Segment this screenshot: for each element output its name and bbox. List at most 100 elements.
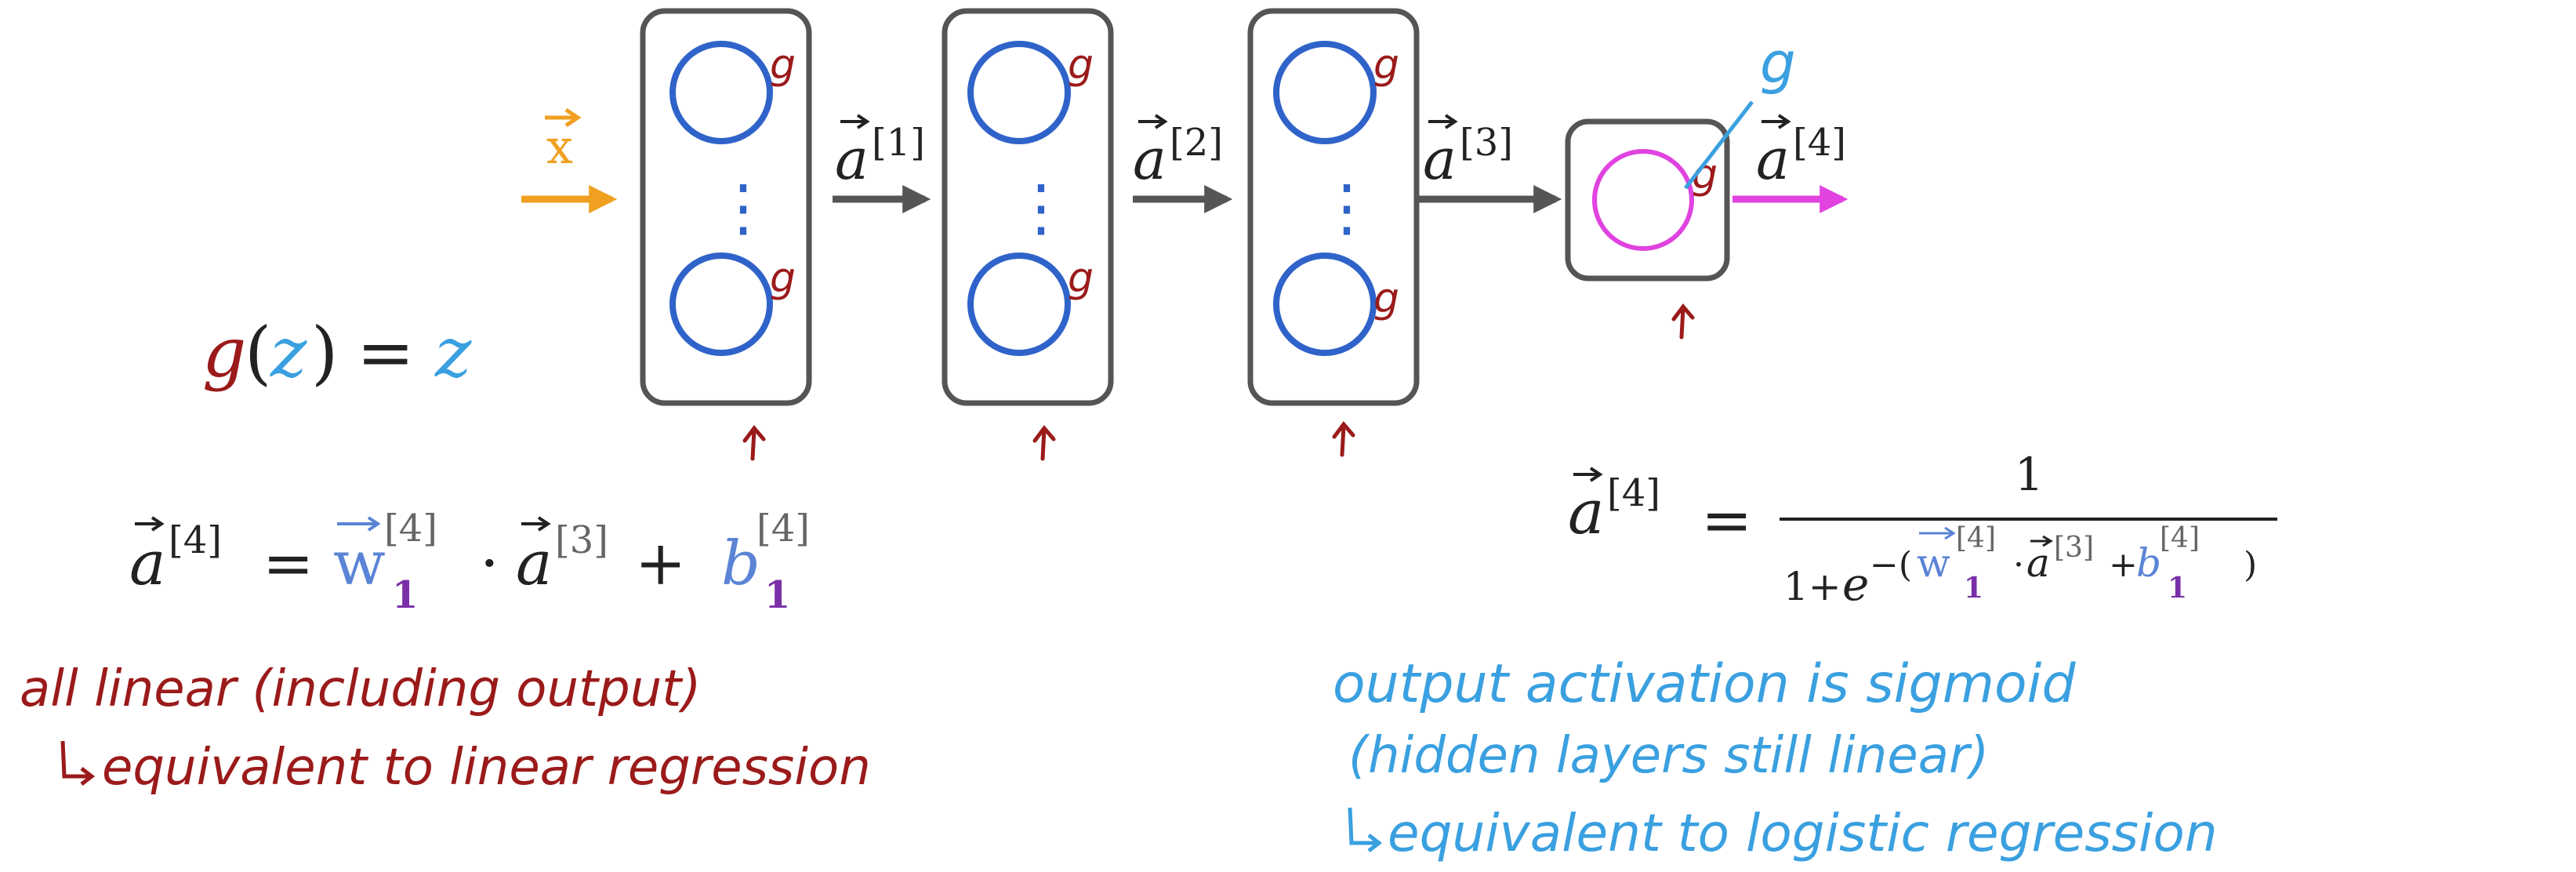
input-x: x xyxy=(545,107,582,175)
label-a2: a [2] xyxy=(1133,114,1223,192)
equals: = xyxy=(357,312,415,393)
sigmoid-output-equation: a [4] = 1 1+ e −( w [4] 1 · a [3] + b [4… xyxy=(1568,448,2277,611)
fn-g: g xyxy=(202,312,246,393)
activation-g-bottom: g xyxy=(1373,275,1399,322)
linear-output-equation: a [4] = w [4] 1 · a [3] + b [4] 1 xyxy=(129,507,810,617)
ellipsis: ⋮ xyxy=(1315,171,1378,244)
exp-open: −( xyxy=(1870,545,1912,585)
hidden-layer-2: ⋮ g g xyxy=(942,8,1114,406)
annotation-line xyxy=(1684,100,1754,190)
ellipsis: ⋮ xyxy=(712,171,775,244)
layer-box xyxy=(1247,8,1420,406)
hidden-layer-3: ⋮ g g xyxy=(1247,8,1420,406)
rhs-z: z xyxy=(434,312,472,393)
a4-superscript: [4] xyxy=(1793,121,1846,165)
activation-g-bottom: g xyxy=(1068,255,1094,302)
b-sup: [4] xyxy=(2160,522,2200,554)
a1-letter: a xyxy=(835,126,869,192)
note-equivalent-linear: equivalent to linear regression xyxy=(102,739,871,797)
w-sup: [4] xyxy=(384,507,437,550)
vector-arrow-over-x xyxy=(545,107,582,128)
exp-close: ) xyxy=(2244,545,2257,585)
neuron-top xyxy=(967,41,1071,144)
hook-arrow xyxy=(1348,807,1383,852)
b-sub: 1 xyxy=(2168,572,2187,605)
activation-definition: g ( z ) = z xyxy=(202,312,472,393)
vector-arrow-over-a2 xyxy=(1138,114,1168,129)
paren-open: ( xyxy=(245,312,271,393)
label-a1: a [1] xyxy=(835,114,925,192)
a3-superscript: [3] xyxy=(1460,121,1513,165)
vector-arrow-a3 xyxy=(2030,535,2053,547)
a2-superscript: [2] xyxy=(1170,121,1223,165)
vector-arrow-w xyxy=(1919,526,1956,540)
vector-arrow-over-a3 xyxy=(1428,114,1458,129)
a4-letter: a xyxy=(1756,126,1790,192)
marker-layer-1 xyxy=(742,425,766,461)
hook-arrow xyxy=(60,740,96,786)
a: a xyxy=(516,529,553,599)
notes-right: output activation is sigmoid (hidden lay… xyxy=(1333,653,2218,863)
den-prefix: 1+ xyxy=(1783,564,1841,609)
dot: · xyxy=(480,529,499,599)
marker-layer-3 xyxy=(1332,421,1355,457)
vector-arrow-a3 xyxy=(521,516,551,532)
layer-box xyxy=(640,8,812,406)
numerator: 1 xyxy=(2015,448,2044,501)
neuron-top xyxy=(669,41,773,144)
w-sub: 1 xyxy=(392,573,418,617)
label-a3: a [3] xyxy=(1423,114,1513,192)
w-sup: [4] xyxy=(1956,522,1996,554)
w: w xyxy=(1917,540,1950,586)
note-equivalent-logistic: equivalent to logistic regression xyxy=(1388,803,2218,863)
w: w xyxy=(333,529,386,599)
a-sup: [3] xyxy=(2054,532,2094,564)
b: b xyxy=(721,529,760,599)
output-neuron xyxy=(1592,149,1694,251)
layer-markers xyxy=(742,303,1695,461)
marker-layer-2 xyxy=(1032,425,1056,461)
output-layer: g g xyxy=(1565,30,1796,282)
a2-letter: a xyxy=(1133,126,1166,192)
b-sup: [4] xyxy=(756,507,810,550)
b: b xyxy=(2136,540,2161,586)
plus: + xyxy=(2109,545,2138,585)
label-a4: a [4] xyxy=(1756,114,1846,192)
neuron-bottom xyxy=(967,253,1071,356)
note-output-sigmoid: output activation is sigmoid xyxy=(1333,653,2076,715)
equals: = xyxy=(263,529,314,599)
a: a xyxy=(2026,540,2050,586)
marker-output-layer xyxy=(1671,303,1695,340)
paren-close: ) xyxy=(311,312,338,393)
input-label: x xyxy=(546,120,573,175)
lhs-sup: [4] xyxy=(169,518,222,562)
a3-letter: a xyxy=(1423,126,1457,192)
activation-g-bottom: g xyxy=(770,255,796,302)
vector-arrow-over-a1 xyxy=(840,114,870,129)
a-sup: [3] xyxy=(555,518,608,562)
b-sub: 1 xyxy=(764,573,790,617)
activation-g-top: g xyxy=(1068,42,1094,89)
neuron-bottom xyxy=(669,253,773,356)
e: e xyxy=(1842,558,1869,611)
equals: = xyxy=(1701,485,1752,556)
dot: · xyxy=(2013,545,2024,585)
hidden-layer-1: ⋮ g g xyxy=(640,8,812,406)
neuron-top xyxy=(1273,41,1377,144)
vector-arrow-w xyxy=(337,516,381,532)
notes-left: all linear (including output) equivalent… xyxy=(20,660,871,797)
note-all-linear: all linear (including output) xyxy=(20,660,701,718)
output-activation-annotation: g xyxy=(1760,30,1796,96)
layer-box xyxy=(942,8,1114,406)
vector-arrow-over-a4 xyxy=(1761,114,1791,129)
lhs-a: a xyxy=(129,529,166,599)
neuron-bottom xyxy=(1273,253,1377,356)
vector-arrow-lhs xyxy=(135,516,165,532)
lhs-sup: [4] xyxy=(1607,471,1660,515)
plus: + xyxy=(635,529,686,599)
arg-z: z xyxy=(270,312,307,393)
activation-g-top: g xyxy=(770,42,796,89)
vector-arrow-lhs xyxy=(1573,467,1603,482)
ellipsis: ⋮ xyxy=(1010,171,1072,244)
